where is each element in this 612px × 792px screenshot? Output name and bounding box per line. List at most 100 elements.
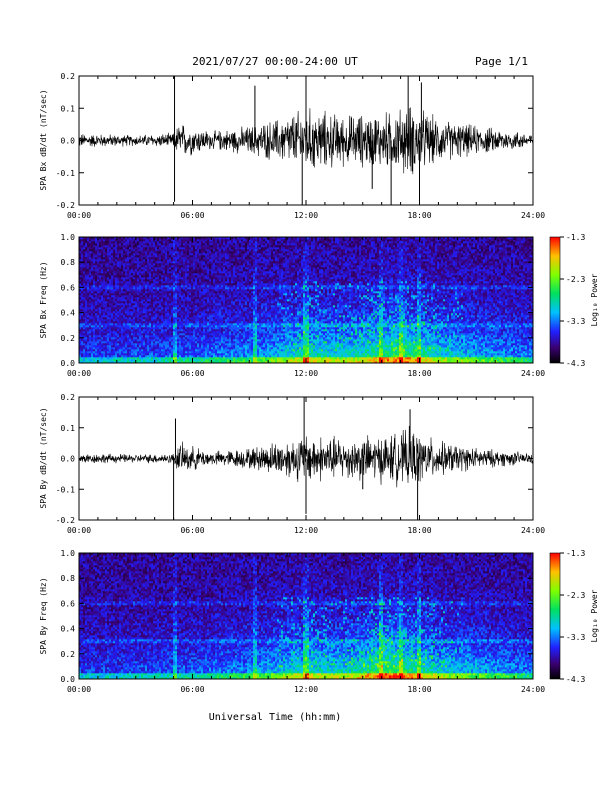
spectrogram-cell — [227, 333, 229, 335]
spectrogram-cell — [179, 295, 181, 297]
spectrogram-cell — [179, 287, 181, 289]
spectrogram-cell — [93, 333, 95, 335]
spectrogram-cell — [183, 313, 185, 315]
spectrogram-cell — [165, 293, 167, 295]
spectrogram-cell — [221, 351, 223, 353]
spectrogram-cell — [155, 313, 157, 315]
spectrogram-cell — [105, 357, 107, 359]
spectrogram-cell — [181, 281, 183, 283]
spectrogram-cell — [221, 331, 223, 333]
spectrogram-cell — [91, 285, 93, 287]
spectrogram-cell — [193, 311, 195, 313]
spectrogram-cell — [205, 343, 207, 345]
spectrogram-cell — [221, 329, 223, 331]
spectrogram-cell — [111, 251, 113, 253]
spectrogram-cell — [193, 319, 195, 321]
spectrogram-cell — [165, 331, 167, 333]
spectrogram-cell — [195, 251, 197, 253]
spectrogram-cell — [211, 295, 213, 297]
spectrogram-cell — [193, 285, 195, 287]
spectrogram-cell — [131, 277, 133, 279]
spectrogram-cell — [95, 313, 97, 315]
spectrogram-cell — [169, 341, 171, 343]
spectrogram-cell — [91, 355, 93, 357]
spectrogram-cell — [111, 295, 113, 297]
spectrogram-cell — [149, 317, 151, 319]
spectrogram-cell — [207, 311, 209, 313]
spectrogram-cell — [121, 345, 123, 347]
spectrogram-cell — [111, 273, 113, 275]
spectrogram-cell — [227, 331, 229, 333]
spectrogram-cell — [93, 303, 95, 305]
spectrogram-cell — [145, 307, 147, 309]
spectrogram-cell — [97, 263, 99, 265]
spectrogram-cell — [199, 339, 201, 341]
spectrogram-cell — [221, 245, 223, 247]
spectrogram-cell — [109, 337, 111, 339]
spectrogram-cell — [155, 305, 157, 307]
spectrogram-cell — [157, 359, 159, 361]
spectrogram-cell — [81, 345, 83, 347]
spectrogram-cell — [81, 289, 83, 291]
spectrogram-cell — [221, 287, 223, 289]
spectrogram-cell — [117, 253, 119, 255]
spectrogram-cell — [183, 331, 185, 333]
spectrogram-cell — [93, 275, 95, 277]
spectrogram-cell — [215, 277, 217, 279]
spectrogram-cell — [105, 251, 107, 253]
spectrogram-cell — [175, 327, 177, 329]
spectrogram-cell — [157, 351, 159, 353]
spectrogram-cell — [111, 319, 113, 321]
spectrogram-cell — [153, 281, 155, 283]
spectrogram-cell — [201, 351, 203, 353]
spectrogram-cell — [229, 303, 231, 305]
spectrogram-cell — [149, 305, 151, 307]
spectrogram-cell — [171, 321, 173, 323]
spectrogram-cell — [105, 299, 107, 301]
spectrogram-cell — [81, 313, 83, 315]
spectrogram-cell — [163, 311, 165, 313]
spectrogram-cell — [181, 259, 183, 261]
spectrogram-cell — [81, 277, 83, 279]
spectrogram-cell — [139, 353, 141, 355]
spectrogram-cell — [125, 325, 127, 327]
spectrogram-cell — [177, 287, 179, 289]
spectrogram-cell — [215, 287, 217, 289]
spectrogram-cell — [105, 259, 107, 261]
spectrogram-cell — [105, 331, 107, 333]
spectrogram-cell — [159, 275, 161, 277]
spectrogram-cell — [103, 275, 105, 277]
spectrogram-cell — [171, 317, 173, 319]
spectrogram-cell — [153, 275, 155, 277]
spectrogram-cell — [123, 347, 125, 349]
spectrogram-cell — [131, 359, 133, 361]
spectrogram-cell — [197, 319, 199, 321]
spectrogram-cell — [167, 241, 169, 243]
spectrogram-cell — [195, 275, 197, 277]
spectrogram-cell — [103, 307, 105, 309]
spectrogram-cell — [83, 349, 85, 351]
spectrogram-cell — [117, 249, 119, 251]
spectrogram-cell — [91, 265, 93, 267]
spectrogram-cell — [197, 309, 199, 311]
spectrogram-cell — [207, 255, 209, 257]
spectrogram-cell — [183, 323, 185, 325]
spectrogram-cell — [155, 329, 157, 331]
spectrogram-cell — [137, 331, 139, 333]
spectrogram-cell — [199, 297, 201, 299]
spectrogram-cell — [159, 285, 161, 287]
spectrogram-cell — [131, 325, 133, 327]
spectrogram-cell — [191, 273, 193, 275]
spectrogram-cell — [81, 303, 83, 305]
spectrogram-cell — [215, 313, 217, 315]
spectrogram-cell — [233, 279, 235, 281]
spectrogram-cell — [151, 345, 153, 347]
spectrogram-cell — [115, 301, 117, 303]
spectrogram-cell — [185, 281, 187, 283]
spectrogram-cell — [197, 271, 199, 273]
spectrogram-cell — [187, 357, 189, 359]
spectrogram-cell — [91, 311, 93, 313]
spectrogram-cell — [145, 279, 147, 281]
spectrogram-cell — [173, 327, 175, 329]
spectrogram-cell — [145, 317, 147, 319]
